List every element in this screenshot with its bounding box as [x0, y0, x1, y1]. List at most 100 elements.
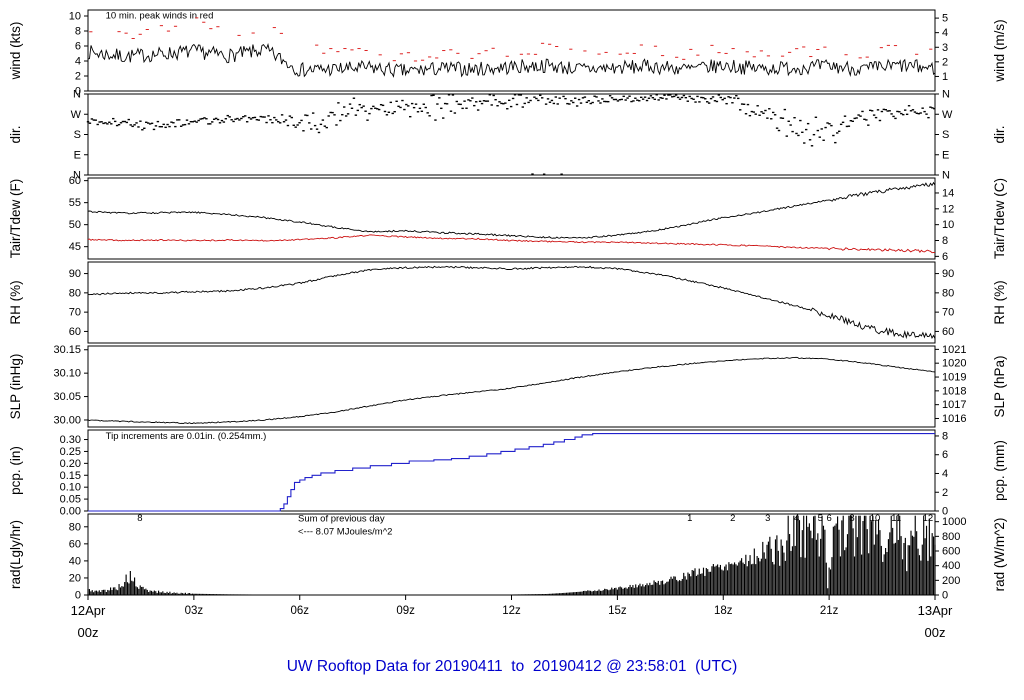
annotation-rad: 12 [923, 513, 934, 524]
wind-direction-scatter [278, 122, 282, 124]
wind-direction-scatter [696, 95, 699, 98]
wind-direction-scatter [255, 118, 259, 121]
wind-direction-scatter [337, 102, 340, 104]
wind-direction-scatter [738, 109, 742, 111]
x-tick-label: 03z [185, 605, 204, 617]
wind-direction-scatter [329, 111, 332, 114]
wind-direction-scatter [290, 116, 294, 119]
wind-direction-scatter [886, 110, 889, 112]
wind-direction-scatter [568, 103, 571, 105]
wind-direction-scatter [591, 101, 594, 104]
panel-box-rh [87, 261, 936, 344]
wind-direction-scatter [521, 106, 524, 108]
wind-direction-scatter [927, 116, 930, 119]
wind-direction-scatter [383, 110, 387, 113]
wind-direction-scatter [533, 96, 536, 98]
y-tick-label-right: 1018 [942, 385, 966, 397]
wind-direction-scatter [659, 97, 662, 99]
wind-direction-scatter [740, 103, 744, 105]
wind-direction-scatter [544, 103, 548, 105]
wind-direction-scatter [467, 99, 470, 101]
wind-direction-scatter [360, 106, 363, 109]
wind-direction-scatter [298, 122, 301, 124]
wind-direction-scatter [863, 118, 866, 121]
wind-direction-scatter [463, 100, 466, 102]
wind-direction-scatter [490, 104, 493, 106]
wind-direction-scatter [818, 136, 821, 138]
wind-direction-scatter [364, 110, 367, 112]
wind-direction-scatter [154, 125, 158, 127]
wind-direction-scatter [548, 101, 552, 103]
wind-direction-scatter [166, 123, 169, 126]
y-tick-label-left: 0.20 [60, 458, 81, 470]
y-tick-label-left: S [74, 129, 81, 141]
wind-direction-scatter [729, 96, 732, 99]
wind-direction-scatter [257, 119, 261, 121]
y-tick-label-right: 1 [942, 71, 948, 83]
wind-direction-scatter [131, 125, 134, 128]
y-tick-label-left: 60 [69, 326, 81, 338]
panel-pcp: 0.000.050.100.150.200.250.30 0 2 4 6 8 pcp. (i… [8, 429, 1007, 518]
wind-direction-scatter [234, 118, 237, 120]
wind-direction-scatter [211, 121, 214, 123]
wind-direction-scatter [678, 98, 682, 100]
x-tick-label: 15z [608, 605, 627, 617]
y-tick-label-right: 90 [942, 268, 954, 280]
wind-direction-scatter [492, 94, 495, 97]
wind-direction-scatter [649, 95, 653, 97]
wind-direction-scatter [249, 118, 253, 120]
wind-direction-scatter [837, 130, 841, 132]
y-tick-label-right: 12 [942, 203, 954, 215]
figure-title: UW Rooftop Data for 20190411 to 20190412… [286, 658, 738, 675]
wind-direction-scatter [212, 118, 216, 120]
wind-direction-scatter [139, 120, 142, 122]
wind-direction-scatter [925, 113, 928, 115]
wind-direction-scatter [933, 107, 936, 110]
wind-direction-scatter [597, 100, 600, 102]
annotation-rad: 5 [818, 513, 823, 524]
wind-direction-scatter [436, 103, 439, 105]
wind-direction-scatter [263, 116, 266, 118]
wind-direction-scatter [595, 96, 598, 98]
wind-direction-scatter [306, 114, 309, 117]
wind-direction-scatter [820, 128, 823, 130]
wind-direction-scatter [302, 130, 305, 132]
wind-direction-scatter [750, 110, 754, 113]
wind-direction-scatter [432, 94, 435, 96]
wind-direction-scatter [513, 94, 517, 96]
wind-direction-scatter [362, 105, 365, 107]
wind-direction-scatter [639, 96, 643, 99]
wind-direction-scatter [319, 123, 323, 126]
wind-direction-scatter [641, 98, 645, 100]
annotation-pcp: Tip increments are 0.01in. (0.254mm.) [106, 431, 267, 442]
annotation-rad: 11 [891, 513, 901, 524]
wind-direction-scatter [315, 128, 319, 130]
wind-direction-scatter [133, 124, 136, 126]
y-tick-label-right: 2 [942, 56, 948, 68]
y-tick-label-right: 1000 [942, 516, 966, 528]
wind-direction-scatter [645, 99, 649, 102]
y-tick-label-left: 0.30 [60, 434, 81, 446]
wind-direction-scatter [546, 98, 550, 100]
y-tick-label-left: 60 [69, 538, 81, 550]
tair-line [87, 181, 936, 239]
wind-direction-scatter [781, 117, 785, 119]
date-label-line2: 00z [925, 625, 946, 640]
wind-direction-scatter [789, 124, 792, 126]
wind-direction-scatter [304, 114, 307, 116]
wind-direction-scatter [220, 119, 224, 122]
x-tick-label: 21z [820, 605, 839, 617]
wind-direction-scatter [834, 141, 837, 144]
wind-direction-scatter [379, 103, 383, 106]
wind-direction-scatter [284, 119, 288, 121]
wind-direction-scatter [422, 103, 426, 105]
wind-direction-scatter [117, 123, 121, 126]
wind-direction-scatter [929, 106, 932, 108]
axis-label-right-slp: SLP (hPa) [992, 355, 1007, 417]
wind-direction-scatter [348, 103, 352, 105]
wind-direction-scatter [426, 112, 429, 114]
wind-direction-scatter [727, 96, 730, 98]
y-tick-label-left: 30.00 [53, 414, 81, 426]
